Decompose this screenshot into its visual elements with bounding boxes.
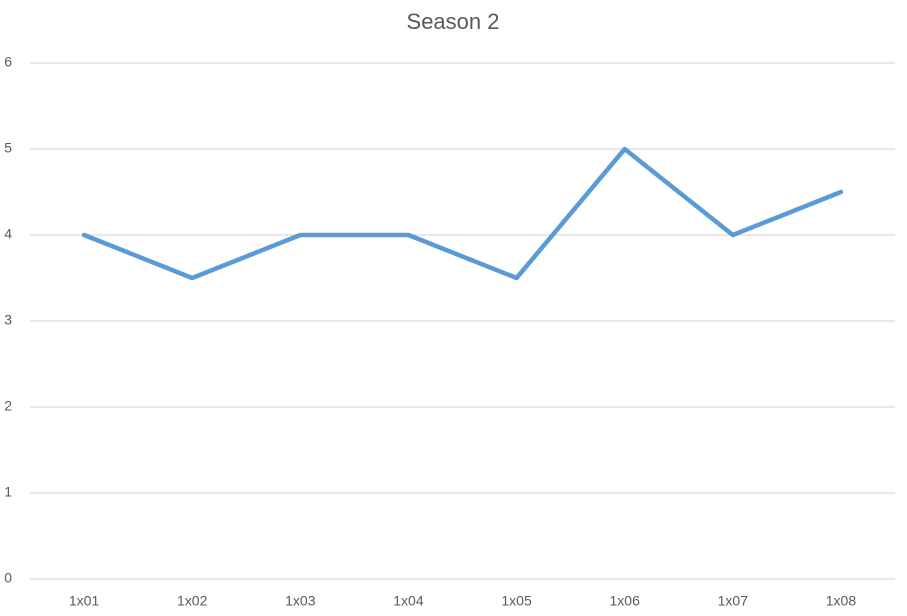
- data-line: [81, 146, 844, 281]
- y-tick-label: 4: [4, 226, 12, 242]
- y-tick-label: 3: [4, 312, 12, 328]
- x-tick-label: 1x05: [501, 593, 532, 609]
- y-tick-label: 1: [4, 484, 12, 500]
- x-tick-label: 1x06: [610, 593, 641, 609]
- x-tick-label: 1x01: [69, 593, 100, 609]
- x-tick-label: 1x02: [177, 593, 208, 609]
- x-tick-label: 1x03: [285, 593, 316, 609]
- x-tick-label: 1x04: [393, 593, 424, 609]
- y-tick-label: 0: [4, 570, 12, 586]
- x-tick-label: 1x08: [826, 593, 857, 609]
- x-tick-label: 1x07: [718, 593, 749, 609]
- y-tick-label: 2: [4, 398, 12, 414]
- y-tick-label: 5: [4, 140, 12, 156]
- y-tick-label: 6: [4, 54, 12, 70]
- chart-title: Season 2: [407, 9, 500, 34]
